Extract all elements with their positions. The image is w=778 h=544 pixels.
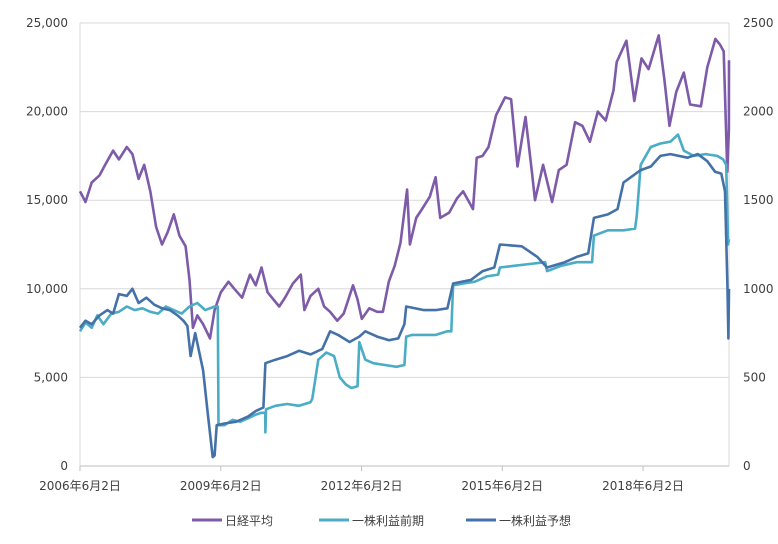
series-line-3: [78, 152, 731, 459]
series-line-2: [78, 133, 731, 434]
x-tick-label: 2018年6月2日: [602, 479, 684, 493]
x-tick-label: 2015年6月2日: [461, 479, 543, 493]
y-right-tick-label: 2000: [743, 105, 774, 119]
x-tick-label: 2006年6月2日: [39, 479, 121, 493]
series: [78, 34, 731, 459]
y-right-tick-label: 1500: [743, 193, 774, 207]
y-left-tick-label: 25,000: [26, 16, 68, 30]
series-line-1: [78, 34, 731, 340]
y-left-tick-label: 5,000: [34, 370, 68, 384]
axes: 0 5,000 10,000 15,000 20,000 25,000 0 500 1000 15…: [26, 16, 774, 493]
x-tick-label: 2012年6月2日: [321, 479, 403, 493]
y-left-tick-label: 0: [60, 459, 68, 473]
legend-label-1: 日経平均: [225, 514, 273, 528]
legend-label-2: 一株利益前期: [352, 513, 424, 528]
y-left-tick-label: 15,000: [26, 193, 68, 207]
y-right-tick-label: 1000: [743, 282, 774, 296]
y-left-tick-label: 10,000: [26, 282, 68, 296]
legend: 日経平均 一株利益前期 一株利益予想: [192, 513, 571, 528]
y-right-tick-label: 0: [743, 459, 751, 473]
x-tick-label: 2009年6月2日: [180, 479, 262, 493]
legend-label-3: 一株利益予想: [499, 513, 571, 528]
y-left-tick-label: 20,000: [26, 105, 68, 119]
y-right-tick-label: 2500: [743, 16, 774, 30]
y-right-tick-label: 500: [743, 370, 766, 384]
